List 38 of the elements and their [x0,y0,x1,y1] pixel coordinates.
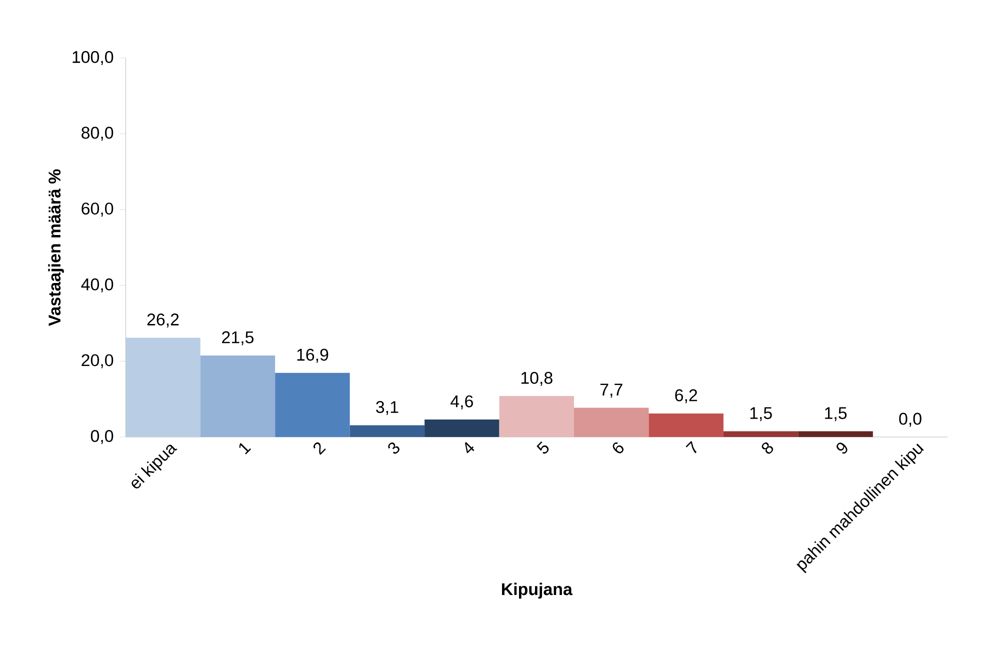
data-label: 21,5 [222,331,254,346]
bar [648,413,724,437]
x-tick-label: 1 [239,443,252,454]
bar [350,425,425,437]
y-tick-label: 20,0 [82,354,114,368]
x-tick-label: 7 [686,441,697,454]
x-tick-label: 2 [314,442,326,455]
bar [574,408,649,437]
data-label: 0,0 [899,412,922,427]
data-label: 4,6 [450,395,473,410]
y-axis-title: Vastaajien määrä % [48,169,64,326]
x-axis-title: Kipujana [502,582,573,599]
y-tick-label: 0,0 [90,430,114,444]
data-label: 10,8 [521,372,552,386]
bar [275,372,350,437]
data-label: 16,9 [297,348,328,363]
data-label: 1,5 [825,407,847,422]
x-tick-label: 8 [762,442,774,454]
bar [723,431,798,437]
x-tick-label: 5 [536,441,549,454]
x-tick-label: 4 [464,442,474,454]
bar [798,431,873,437]
bar [200,356,276,437]
y-tick-label: 40,0 [81,278,114,292]
y-tick-label: 80,0 [82,126,114,141]
y-tick-label: 60,0 [82,202,114,217]
data-label: 1,5 [750,407,772,422]
data-label: 3,1 [376,401,398,416]
x-tick-label: 9 [836,442,848,454]
data-label: 6,2 [675,389,698,404]
x-tick-label: 3 [388,442,400,454]
x-tick-label: 6 [612,442,624,454]
bar [499,396,574,437]
bar [424,420,500,437]
y-tick-label: 100,0 [72,50,114,65]
data-label: 26,2 [147,313,179,328]
data-label: 7,7 [600,384,622,398]
bar [126,338,200,437]
